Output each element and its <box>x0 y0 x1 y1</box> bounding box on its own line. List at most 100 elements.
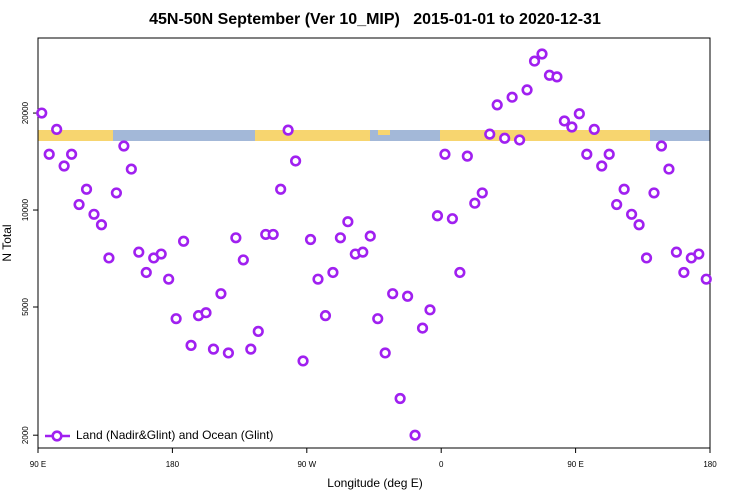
plot-frame <box>37 37 711 449</box>
point <box>140 266 152 279</box>
point <box>439 148 451 160</box>
point <box>446 213 459 225</box>
point <box>693 248 705 260</box>
point <box>633 219 645 231</box>
surface-band <box>38 130 710 141</box>
point <box>379 347 391 359</box>
point <box>58 160 70 172</box>
point <box>648 187 660 199</box>
point <box>484 128 496 140</box>
point <box>663 163 675 175</box>
point <box>95 219 108 231</box>
point <box>230 232 242 244</box>
point <box>207 343 220 355</box>
point <box>267 228 279 241</box>
point <box>215 288 227 300</box>
point <box>513 134 526 146</box>
point <box>454 266 466 279</box>
y-tick-label: 10000 <box>21 198 30 221</box>
point <box>640 252 653 264</box>
point <box>521 84 533 96</box>
point <box>245 343 257 355</box>
point <box>80 183 93 195</box>
point <box>178 235 190 247</box>
point <box>528 55 541 67</box>
point <box>200 307 212 319</box>
point <box>573 108 585 120</box>
x-tick-label: 90 E <box>30 460 46 469</box>
x-axis-label: Longitude (deg E) <box>327 476 422 490</box>
point <box>304 233 317 246</box>
point <box>700 273 712 285</box>
legend-marker <box>51 430 63 442</box>
point <box>558 115 571 127</box>
point <box>155 248 167 260</box>
point <box>506 91 518 103</box>
y-tick-label: 5000 <box>21 298 30 316</box>
point <box>424 304 436 316</box>
point <box>536 48 548 60</box>
point <box>170 313 182 325</box>
point <box>103 252 115 264</box>
point <box>43 148 55 160</box>
point <box>282 124 294 136</box>
point <box>491 99 503 111</box>
legend-label: Land (Nadir&Glint) and Ocean (Glint) <box>76 428 273 442</box>
point <box>65 148 78 160</box>
point <box>588 123 600 135</box>
point <box>372 313 384 325</box>
point <box>596 160 608 172</box>
point <box>133 246 145 258</box>
x-tick-label: 90 W <box>297 460 316 469</box>
point <box>603 148 615 160</box>
point <box>312 273 324 285</box>
point <box>431 210 444 222</box>
point <box>670 246 683 258</box>
point <box>678 266 690 279</box>
point <box>297 355 309 367</box>
point <box>364 230 376 242</box>
point <box>618 183 630 195</box>
point <box>611 198 623 211</box>
point <box>551 71 563 83</box>
point <box>222 347 234 359</box>
point <box>252 325 264 337</box>
point <box>319 310 332 322</box>
point <box>51 123 63 135</box>
point <box>409 429 421 441</box>
point <box>499 132 511 144</box>
y-axis-label: N Total <box>0 224 14 261</box>
point <box>566 121 578 133</box>
point <box>88 208 100 220</box>
point <box>290 155 302 167</box>
x-tick-label: 0 <box>439 460 444 469</box>
point <box>125 163 137 175</box>
point <box>402 290 414 302</box>
point <box>73 198 85 211</box>
point <box>625 208 638 220</box>
point <box>36 107 48 119</box>
chart-title: 45N-50N September (Ver 10_MIP) 2015-01-0… <box>149 11 601 28</box>
point <box>387 288 399 300</box>
point <box>110 187 122 199</box>
point <box>476 187 488 199</box>
point <box>357 246 369 258</box>
point <box>416 322 429 334</box>
point <box>394 392 406 405</box>
point <box>185 339 197 351</box>
y-tick-label: 2000 <box>21 426 30 444</box>
point <box>118 140 130 152</box>
point <box>237 254 249 266</box>
y-tick-label: 20000 <box>21 101 30 124</box>
point <box>275 183 287 195</box>
point <box>342 216 354 228</box>
point <box>334 232 347 244</box>
x-tick-label: 180 <box>703 460 717 469</box>
point <box>461 150 473 162</box>
x-tick-label: 90 E <box>567 460 583 469</box>
point <box>581 148 593 160</box>
x-tick-label: 180 <box>166 460 180 469</box>
point <box>163 273 175 285</box>
point <box>327 266 339 279</box>
